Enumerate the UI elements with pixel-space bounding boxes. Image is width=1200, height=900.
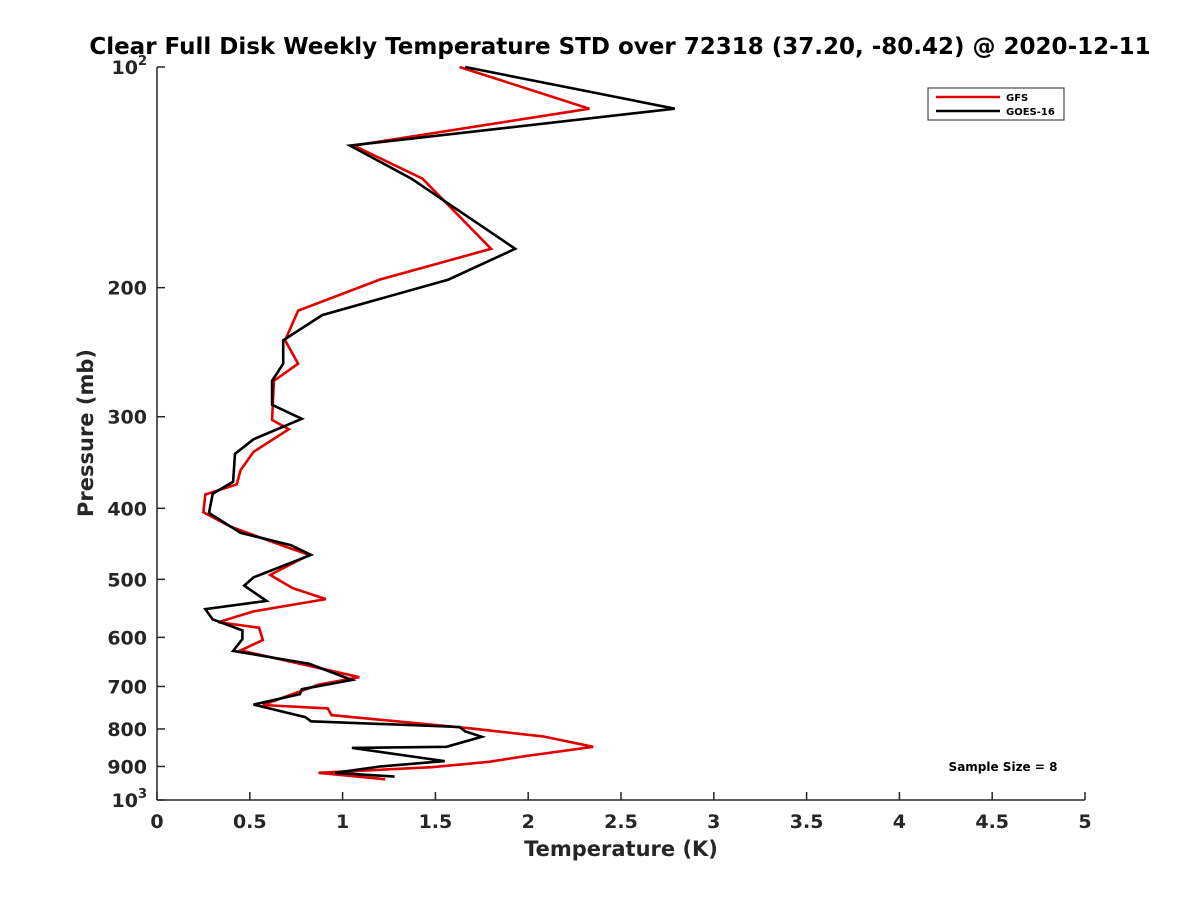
x-tick-label: 0.5 [233,811,267,833]
x-tick-label: 5 [1078,811,1091,833]
x-tick-label: 1 [336,811,349,833]
y-tick-base: 10 [112,790,138,812]
y-tick-label: 103 [112,787,148,812]
x-tick-label: 3.5 [790,811,824,833]
x-tick-label: 2 [522,811,535,833]
y-axis-label: Pressure (mb) [74,349,98,517]
series-line-gfs [202,65,594,781]
y-tick-label: 600 [107,627,147,649]
x-tick-label: 0 [150,811,163,833]
x-axis-label: Temperature (K) [524,837,718,861]
x-tick-label: 3 [707,811,720,833]
sample-size-annotation: Sample Size = 8 [949,760,1058,774]
series-group [202,65,676,781]
y-tick-exponent: 2 [138,54,147,69]
y-tick-exponent: 3 [138,787,147,802]
y-tick-label: 900 [107,756,147,778]
legend: GFS GOES-16 [927,87,1065,121]
y-tick-label: 102 [112,54,148,79]
x-tick-label: 1.5 [419,811,453,833]
x-ticks: 0 0.5 1 1.5 2 2.5 3 3.5 4 4.5 5 [150,792,1092,833]
series-line-goes-16 [202,65,676,778]
x-tick-label: 2.5 [604,811,638,833]
y-tick-label: 200 [107,278,147,300]
y-tick-label: 500 [107,569,147,591]
y-tick-label: 700 [107,676,147,698]
y-tick-label: 800 [107,719,147,741]
y-tick-base: 10 [112,57,138,79]
y-tick-label: 400 [107,498,147,520]
x-tick-label: 4 [893,811,906,833]
legend-label: GFS [1006,93,1028,104]
legend-label: GOES-16 [1006,107,1055,118]
x-tick-label: 4.5 [975,811,1009,833]
axes [156,67,1085,801]
chart-title: Clear Full Disk Weekly Temperature STD o… [89,34,1150,60]
y-tick-label: 300 [107,407,147,429]
legend-box [927,87,1065,121]
